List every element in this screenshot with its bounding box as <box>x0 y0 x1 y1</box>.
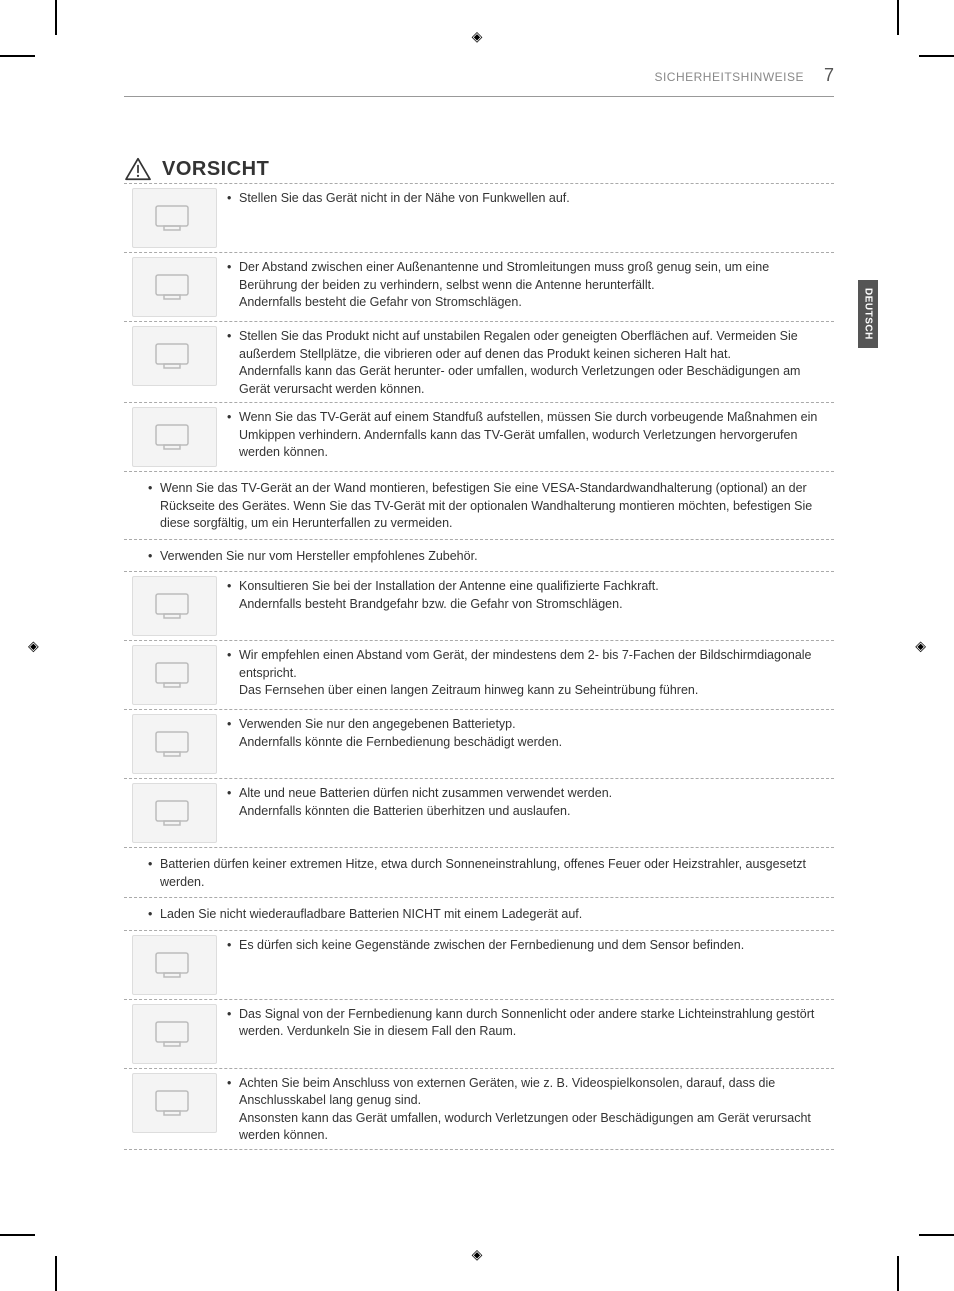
caution-item: Wir empfehlen einen Abstand vom Gerät, d… <box>124 641 834 710</box>
caution-item: Achten Sie beim Anschluss von externen G… <box>124 1069 834 1150</box>
item-bullet: Wenn Sie das TV-Gerät auf einem Standfuß… <box>227 409 826 462</box>
page-content: SICHERHEITSHINWEISE 7 VORSICHT Stellen S… <box>124 65 834 1150</box>
caution-item: Verwenden Sie nur den angegebenen Batter… <box>124 710 834 779</box>
caution-item: Wenn Sie das TV-Gerät an der Wand montie… <box>124 472 834 540</box>
item-bullet: Konsultieren Sie bei der Installation de… <box>227 578 826 613</box>
item-bullet: Das Signal von der Fernbedienung kann du… <box>227 1006 826 1041</box>
warning-triangle-icon <box>124 157 152 181</box>
item-text: Alte und neue Batterien dürfen nicht zus… <box>227 783 826 843</box>
page-number: 7 <box>824 65 834 86</box>
item-text: Es dürfen sich keine Gegenstände zwische… <box>227 935 826 995</box>
caution-item: Es dürfen sich keine Gegenstände zwische… <box>124 931 834 1000</box>
item-bullet: Achten Sie beim Anschluss von externen G… <box>227 1075 826 1145</box>
item-text: Konsultieren Sie bei der Installation de… <box>227 576 826 636</box>
item-bullet: Stellen Sie das Produkt nicht auf unstab… <box>227 328 826 398</box>
caution-item: Verwenden Sie nur vom Hersteller empfohl… <box>124 540 834 573</box>
title-text: VORSICHT <box>162 158 269 181</box>
item-bullet: Der Abstand zwischen einer Außenantenne … <box>227 259 826 312</box>
item-bullet: Es dürfen sich keine Gegenstände zwische… <box>227 937 826 955</box>
illustration-icon <box>132 188 217 248</box>
caution-item: Batterien dürfen keiner extremen Hitze, … <box>124 848 834 898</box>
item-text: Verwenden Sie nur vom Hersteller empfohl… <box>144 546 826 566</box>
illustration-icon <box>132 326 217 386</box>
registration-mark: ◈ <box>472 28 483 45</box>
illustration-icon <box>132 257 217 317</box>
item-bullet: Wir empfehlen einen Abstand vom Gerät, d… <box>227 647 826 700</box>
item-text: Wir empfehlen einen Abstand vom Gerät, d… <box>227 645 826 705</box>
registration-mark: ◈ <box>28 637 39 654</box>
item-text: Verwenden Sie nur den angegebenen Batter… <box>227 714 826 774</box>
item-bullet: Verwenden Sie nur vom Hersteller empfohl… <box>144 548 826 566</box>
caution-item: Alte und neue Batterien dürfen nicht zus… <box>124 779 834 848</box>
item-text: Wenn Sie das TV-Gerät an der Wand montie… <box>144 478 826 533</box>
page-header: SICHERHEITSHINWEISE 7 <box>124 65 834 97</box>
illustration-icon <box>132 407 217 467</box>
illustration-icon <box>132 1073 217 1133</box>
illustration-icon <box>132 576 217 636</box>
item-text: Das Signal von der Fernbedienung kann du… <box>227 1004 826 1064</box>
caution-item: Laden Sie nicht wiederaufladbare Batteri… <box>124 898 834 931</box>
caution-item: Stellen Sie das Gerät nicht in der Nähe … <box>124 184 834 253</box>
item-text: Der Abstand zwischen einer Außenantenne … <box>227 257 826 317</box>
caution-item: Konsultieren Sie bei der Installation de… <box>124 572 834 641</box>
caution-item: Das Signal von der Fernbedienung kann du… <box>124 1000 834 1069</box>
caution-list: Stellen Sie das Gerät nicht in der Nähe … <box>124 183 834 1150</box>
caution-item: Wenn Sie das TV-Gerät auf einem Standfuß… <box>124 403 834 472</box>
item-bullet: Alte und neue Batterien dürfen nicht zus… <box>227 785 826 820</box>
item-bullet: Stellen Sie das Gerät nicht in der Nähe … <box>227 190 826 208</box>
illustration-icon <box>132 783 217 843</box>
language-tab: DEUTSCH <box>858 280 878 348</box>
item-bullet: Verwenden Sie nur den angegebenen Batter… <box>227 716 826 751</box>
item-bullet: Laden Sie nicht wiederaufladbare Batteri… <box>144 906 826 924</box>
item-text: Stellen Sie das Produkt nicht auf unstab… <box>227 326 826 398</box>
item-text: Stellen Sie das Gerät nicht in der Nähe … <box>227 188 826 248</box>
illustration-icon <box>132 1004 217 1064</box>
item-text: Batterien dürfen keiner extremen Hitze, … <box>144 854 826 891</box>
item-bullet: Wenn Sie das TV-Gerät an der Wand montie… <box>144 480 826 533</box>
caution-item: Stellen Sie das Produkt nicht auf unstab… <box>124 322 834 403</box>
section-name: SICHERHEITSHINWEISE <box>654 70 804 84</box>
caution-title: VORSICHT <box>124 157 834 181</box>
illustration-icon <box>132 645 217 705</box>
registration-mark: ◈ <box>915 637 926 654</box>
item-bullet: Batterien dürfen keiner extremen Hitze, … <box>144 856 826 891</box>
item-text: Laden Sie nicht wiederaufladbare Batteri… <box>144 904 826 924</box>
illustration-icon <box>132 714 217 774</box>
illustration-icon <box>132 935 217 995</box>
item-text: Wenn Sie das TV-Gerät auf einem Standfuß… <box>227 407 826 467</box>
registration-mark: ◈ <box>472 1246 483 1263</box>
item-text: Achten Sie beim Anschluss von externen G… <box>227 1073 826 1145</box>
caution-item: Der Abstand zwischen einer Außenantenne … <box>124 253 834 322</box>
